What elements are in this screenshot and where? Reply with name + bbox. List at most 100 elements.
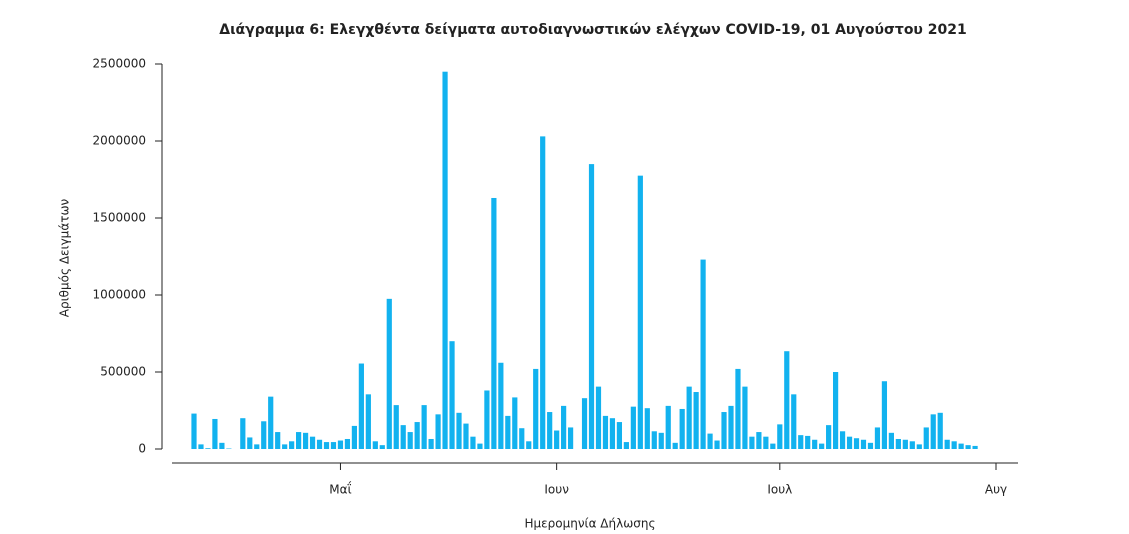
bar (198, 444, 204, 449)
bar (414, 422, 420, 449)
x-tick-label: Ιουν (544, 483, 569, 497)
bar (819, 443, 825, 449)
bar (351, 425, 357, 449)
bar (888, 432, 894, 449)
bar (581, 398, 588, 449)
bar (302, 432, 309, 449)
bar (407, 432, 413, 449)
bar (860, 439, 867, 449)
bar (365, 394, 371, 449)
bar (191, 413, 197, 449)
bar (700, 259, 706, 449)
bar (637, 175, 643, 449)
y-tick-label: 1000000 (93, 288, 146, 302)
bar (784, 351, 790, 449)
bar (916, 444, 922, 449)
bar (798, 435, 804, 449)
bar (791, 394, 797, 449)
bar (609, 418, 616, 449)
bar (435, 414, 441, 449)
bar (268, 396, 274, 449)
bar (323, 442, 330, 449)
bar (554, 430, 560, 449)
bar (812, 439, 818, 449)
bar (512, 397, 518, 449)
bar (477, 443, 483, 449)
bar (296, 432, 302, 449)
bar (275, 432, 281, 449)
bar (742, 386, 748, 449)
bar (972, 445, 978, 449)
bar (456, 412, 462, 449)
bar (595, 386, 602, 449)
x-tick-label: Ιουλ (767, 483, 792, 497)
bar (937, 412, 943, 449)
bar (833, 372, 839, 449)
bar (867, 442, 874, 449)
bar (902, 439, 908, 449)
bar (372, 441, 378, 449)
bar (428, 438, 434, 449)
bar (630, 406, 636, 449)
bar (672, 442, 678, 449)
bar (777, 424, 783, 449)
bar (337, 440, 344, 449)
bar (254, 444, 260, 449)
bar (344, 438, 351, 449)
bar (289, 441, 295, 449)
bar (358, 363, 364, 449)
bar (658, 432, 664, 449)
bar (588, 164, 595, 449)
bar (644, 408, 650, 449)
bar (735, 368, 741, 449)
bar (763, 436, 769, 449)
bar (386, 298, 392, 449)
bar (219, 442, 225, 449)
bar (561, 405, 567, 449)
bar (714, 440, 720, 449)
bar (505, 415, 511, 449)
y-axis-label: Αριθμός Δειγμάτων (58, 198, 72, 317)
bar (923, 427, 929, 449)
bar (316, 439, 323, 449)
bar (442, 71, 448, 449)
bar (309, 436, 316, 449)
bar (651, 431, 657, 449)
bar (540, 136, 546, 449)
y-tick-label: 2500000 (93, 57, 146, 71)
bar (874, 427, 881, 449)
y-tick-label: 2000000 (93, 134, 146, 148)
y-tick-label: 1500000 (93, 211, 146, 225)
bar (526, 441, 532, 449)
bar (853, 438, 860, 449)
bar (491, 197, 497, 449)
bar (944, 439, 950, 449)
bar (547, 412, 553, 449)
y-tick-label: 0 (138, 442, 146, 456)
bar (679, 408, 685, 449)
bar (240, 418, 246, 449)
bar (533, 368, 539, 449)
bar (623, 442, 629, 449)
bar (665, 405, 671, 449)
bar (826, 425, 832, 449)
x-tick-label: Αυγ (985, 483, 1007, 497)
bar (421, 405, 427, 449)
bar (881, 381, 888, 449)
bar (749, 436, 755, 449)
bar (519, 428, 525, 449)
bar (686, 386, 692, 449)
bar (498, 362, 504, 449)
bar (707, 433, 713, 449)
bar (247, 437, 253, 449)
bar (930, 414, 936, 449)
x-tick-label: Μαΐ (329, 482, 351, 497)
bar (721, 412, 727, 449)
bar (909, 441, 915, 449)
bar (282, 444, 288, 449)
bar (205, 448, 211, 449)
bar (567, 427, 574, 449)
bar (616, 422, 623, 449)
bar (463, 423, 469, 449)
